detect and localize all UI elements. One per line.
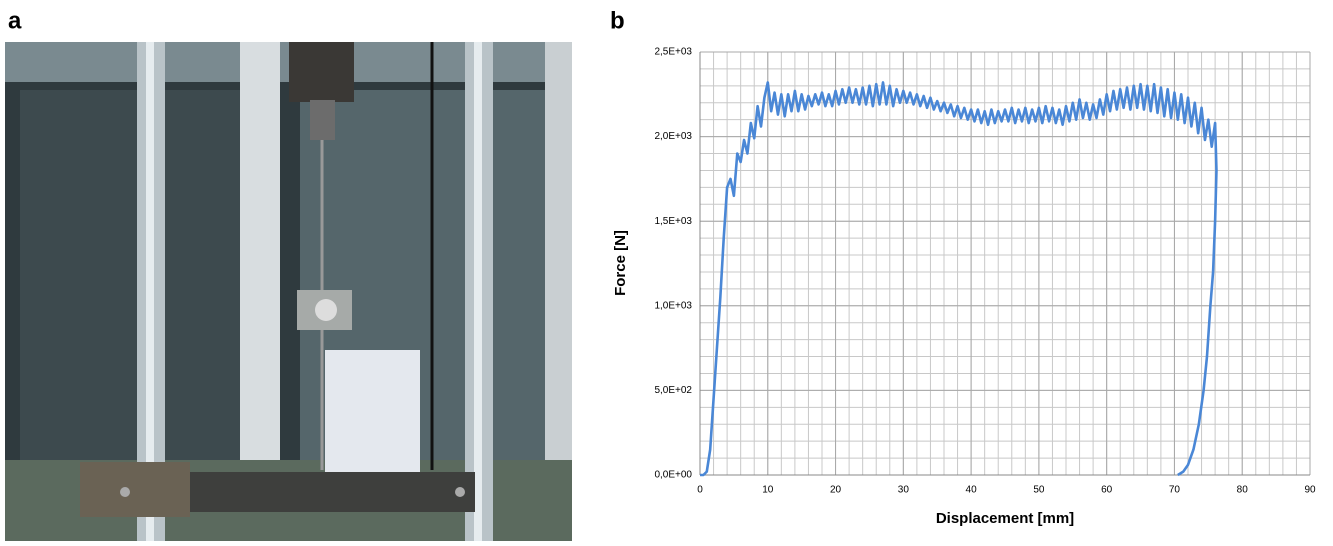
- x-tick-label: 40: [966, 485, 978, 496]
- x-tick-label: 10: [762, 485, 774, 496]
- panel-label: a: [8, 7, 22, 34]
- y-tick-label: 5,0E+02: [654, 385, 692, 396]
- x-tick-label: 80: [1237, 485, 1249, 496]
- y-axis-title: Force [N]: [612, 230, 629, 296]
- y-tick-label: 2,0E+03: [654, 131, 692, 142]
- data-line: [700, 81, 1218, 477]
- x-tick-label: 50: [1033, 485, 1045, 496]
- x-tick-label: 20: [830, 485, 842, 496]
- y-tick-label: 1,5E+03: [654, 216, 692, 227]
- plot-area: 0 10 20 30 40 50 60 70 80 90 0,0E+00 5,0E+02 1,0E+03…: [654, 47, 1316, 496]
- x-tick-label: 60: [1101, 485, 1113, 496]
- photo: [5, 42, 572, 541]
- x-tick-label: 90: [1304, 485, 1316, 496]
- x-tick-label: 70: [1169, 485, 1181, 496]
- y-tick-label: 1,0E+03: [654, 300, 692, 311]
- y-tick-label: 0,0E+00: [654, 470, 692, 481]
- y-tick-label: 2,5E+03: [654, 47, 692, 58]
- x-axis-title: Displacement [mm]: [936, 510, 1074, 527]
- panel-label: b: [610, 7, 625, 34]
- x-tick-label: 30: [898, 485, 910, 496]
- x-tick-label: 0: [697, 485, 703, 496]
